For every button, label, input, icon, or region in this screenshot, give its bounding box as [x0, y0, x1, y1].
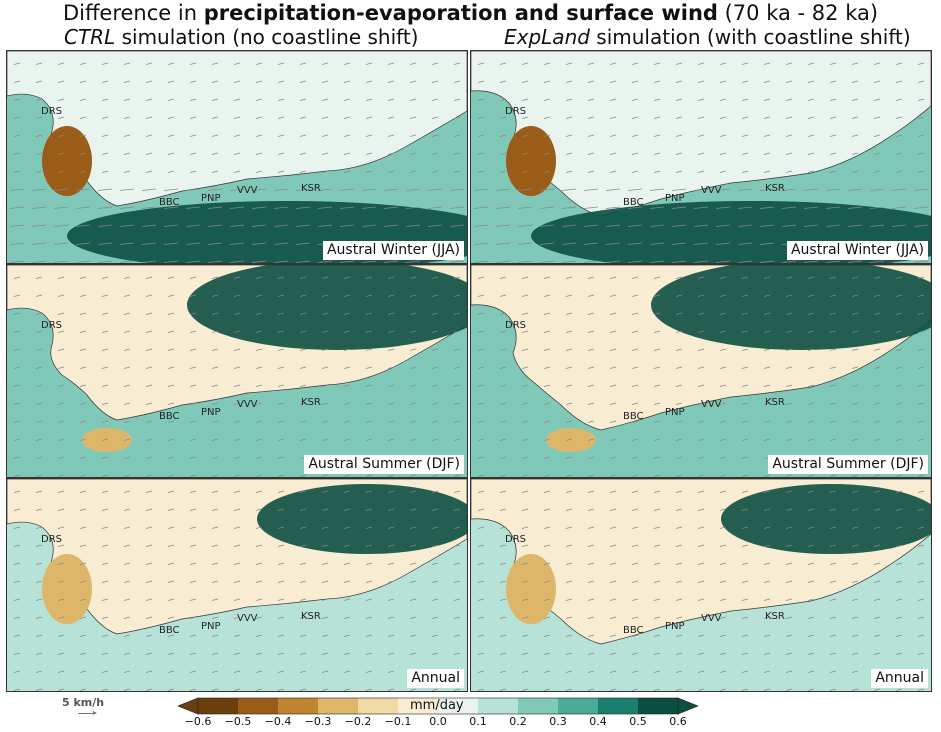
place-label-drs: DRS: [41, 534, 62, 545]
place-label-drs: DRS: [505, 320, 526, 331]
place-label-ksr: KSR: [301, 397, 321, 408]
colorbar-tick-label: 0.6: [669, 715, 687, 728]
colorbar-segment: [438, 698, 478, 714]
map-field: [7, 51, 467, 263]
place-label-pnp: PNP: [201, 621, 221, 632]
colorbar-extend-high: [677, 697, 699, 715]
place-label-ksr: KSR: [765, 611, 785, 622]
place-label-vvv: VVV: [237, 613, 258, 624]
colorbar-segment: [398, 698, 438, 714]
place-label-pnp: PNP: [665, 407, 685, 418]
colorbar-segment: [518, 698, 558, 714]
place-label-pnp: PNP: [665, 621, 685, 632]
colorbar-tick-label: 0.1: [469, 715, 487, 728]
season-label: Austral Summer (DJF): [304, 455, 464, 474]
map-field: [7, 265, 467, 477]
colorbar-segment: [238, 698, 278, 714]
colorbar-tick-label: 0.2: [509, 715, 527, 728]
place-label-pnp: PNP: [201, 407, 221, 418]
season-label: Annual: [407, 669, 464, 688]
colorbar-segment: [478, 698, 518, 714]
place-label-bbc: BBC: [623, 625, 644, 636]
colorbar-tick-label: 0.5: [629, 715, 647, 728]
map-field: [471, 479, 931, 691]
map-panel: DRS BBC PNP VVV KSR Austral Summer (DJF): [6, 264, 468, 478]
map-field: [471, 265, 931, 477]
place-label-vvv: VVV: [237, 185, 258, 196]
place-label-ksr: KSR: [301, 611, 321, 622]
colorbar-segment: [638, 698, 678, 714]
place-label-drs: DRS: [505, 534, 526, 545]
season-label: Austral Summer (DJF): [768, 455, 928, 474]
season-label: Austral Winter (JJA): [786, 241, 928, 260]
map-panel: DRS BBC PNP VVV KSR Austral Winter (JJA): [470, 50, 932, 264]
colorbar-segment: [358, 698, 398, 714]
figure-title: Difference in precipitation-evaporation …: [62, 1, 879, 25]
colorbar-segment: [278, 698, 318, 714]
colorbar-tick-label: 0.3: [549, 715, 567, 728]
season-label: Austral Winter (JJA): [322, 241, 464, 260]
colorbar-tick-label: −0.3: [304, 715, 332, 728]
colorbar-label: mm/day: [410, 698, 464, 713]
place-label-ksr: KSR: [301, 183, 321, 194]
place-label-bbc: BBC: [159, 625, 180, 636]
map-panel: DRS BBC PNP VVV KSR Annual: [470, 478, 932, 692]
place-label-ksr: KSR: [765, 397, 785, 408]
column-title-ctrl: CTRL simulation (no coastline shift): [64, 25, 419, 49]
season-label: Annual: [871, 669, 928, 688]
colorbar-segment: [558, 698, 598, 714]
place-label-bbc: BBC: [159, 197, 180, 208]
colorbar-tick-label: −0.5: [224, 715, 252, 728]
colorbar-tick-label: −0.2: [344, 715, 372, 728]
place-label-bbc: BBC: [623, 197, 644, 208]
place-label-pnp: PNP: [665, 193, 685, 204]
map-panel: DRS BBC PNP VVV KSR Annual: [6, 478, 468, 692]
place-label-drs: DRS: [505, 106, 526, 117]
place-label-vvv: VVV: [701, 185, 722, 196]
map-field: [7, 479, 467, 691]
colorbar-extend-low: [178, 697, 199, 715]
colorbar-tick-label: −0.6: [184, 715, 212, 728]
column-title-expland: ExpLand simulation (with coastline shift…: [504, 25, 911, 49]
place-label-vvv: VVV: [701, 613, 722, 624]
place-label-bbc: BBC: [159, 411, 180, 422]
colorbar-tick-label: −0.1: [384, 715, 412, 728]
map-field: [471, 51, 931, 263]
colorbar-tick-label: −0.4: [264, 715, 292, 728]
colorbar-tick-label: 0.4: [589, 715, 607, 728]
place-label-bbc: BBC: [623, 411, 644, 422]
place-label-vvv: VVV: [701, 399, 722, 410]
colorbar-segment: [318, 698, 358, 714]
place-label-pnp: PNP: [201, 193, 221, 204]
colorbar-segment: [598, 698, 638, 714]
map-panel: DRS BBC PNP VVV KSR Austral Winter (JJA): [6, 50, 468, 264]
colorbar: [178, 697, 699, 715]
map-panel: DRS BBC PNP VVV KSR Austral Summer (DJF): [470, 264, 932, 478]
place-label-drs: DRS: [41, 320, 62, 331]
colorbar-segment: [198, 698, 238, 714]
place-label-ksr: KSR: [765, 183, 785, 194]
colorbar-tick-label: 0.0: [429, 715, 447, 728]
place-label-vvv: VVV: [237, 399, 258, 410]
place-label-drs: DRS: [41, 106, 62, 117]
wind-reference-arrow-icon: [78, 711, 97, 715]
wind-reference-label: 5 km/h: [62, 696, 105, 709]
